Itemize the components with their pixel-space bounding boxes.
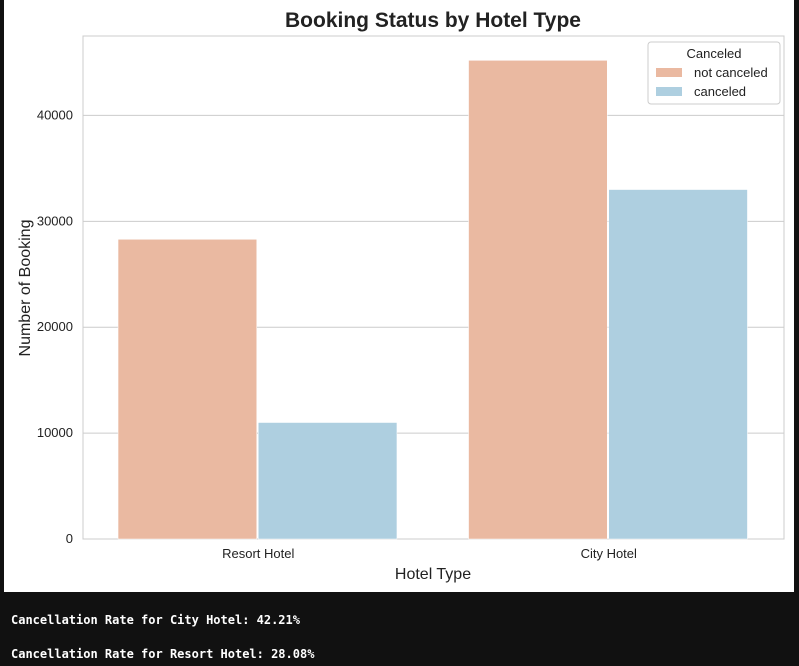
y-axis-label: Number of Booking — [17, 220, 34, 357]
bar-canceled — [608, 189, 748, 540]
legend-entries: not canceled canceled — [656, 65, 768, 99]
resort-cancellation-rate-text: Cancellation Rate for Resort Hotel: 28.0… — [11, 647, 315, 661]
y-tick-label: 20000 — [37, 319, 73, 334]
chart-panel: Booking Status by Hotel Type 0 10000 20000… — [4, 0, 794, 592]
y-tick-label: 30000 — [37, 213, 73, 228]
legend-label: not canceled — [694, 65, 768, 80]
bars — [117, 60, 748, 540]
bar-chart: Booking Status by Hotel Type 0 10000 20000… — [17, 9, 785, 583]
legend: Canceled not canceled canceled — [647, 41, 781, 105]
y-tick-label: 10000 — [37, 425, 73, 440]
legend-swatch — [656, 68, 682, 77]
legend-title: Canceled — [687, 46, 742, 61]
y-tick-label: 40000 — [37, 107, 73, 122]
x-tick-label: City Hotel — [581, 546, 637, 561]
bar-not-canceled — [117, 239, 257, 540]
x-tick-labels: Resort Hotel City Hotel — [222, 546, 637, 561]
chart-title: Booking Status by Hotel Type — [285, 9, 581, 32]
x-tick-label: Resort Hotel — [222, 546, 294, 561]
legend-label: canceled — [694, 84, 746, 99]
y-tick-label: 0 — [66, 531, 73, 546]
legend-swatch — [656, 87, 682, 96]
y-tick-labels: 0 10000 20000 30000 40000 — [37, 107, 73, 546]
city-cancellation-rate-text: Cancellation Rate for City Hotel: 42.21% — [11, 613, 300, 627]
bar-not-canceled — [468, 60, 608, 540]
bar-canceled — [258, 422, 398, 540]
x-axis-label: Hotel Type — [395, 566, 471, 583]
